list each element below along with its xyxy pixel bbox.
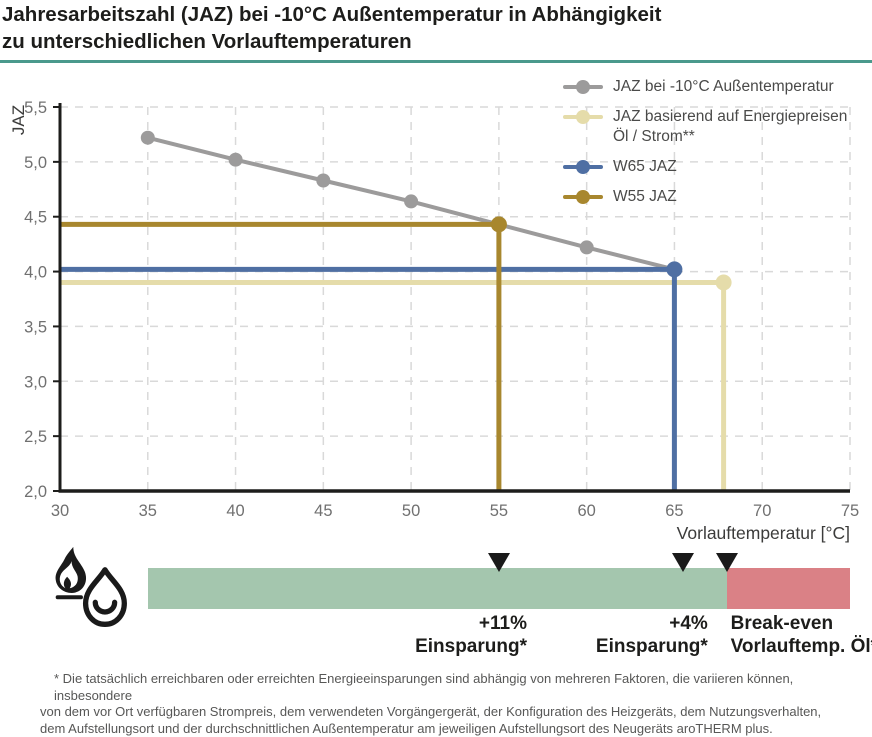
y-tick-label: 5,0 <box>24 154 47 172</box>
drop-smile <box>92 599 118 615</box>
legend-item-2: W65 JAZ <box>563 157 847 177</box>
series-2-dot <box>666 261 683 278</box>
x-axis-label: Vorlauftemperatur [°C] <box>676 523 850 543</box>
savings-zone <box>147 568 728 609</box>
y-axis-label: JAZ <box>9 104 28 136</box>
x-tick-label: 30 <box>51 502 69 520</box>
oil-drop <box>82 567 127 627</box>
legend-label: JAZ basierend auf Energiepreisen Öl / Str… <box>613 108 848 145</box>
series-0-dot <box>228 152 243 167</box>
bar-label-line: Einsparung* <box>415 636 527 657</box>
y-tick-label: 2,5 <box>24 428 47 446</box>
title-divider <box>0 60 872 63</box>
y-tick-label: 3,0 <box>24 373 47 391</box>
bar-label-2: Break-even Vorlauftemp. Öl* <box>731 612 872 658</box>
series-2 <box>60 266 677 491</box>
x-tick-label: 65 <box>665 502 683 520</box>
y-tick-label: 4,5 <box>24 209 47 227</box>
bar-label-0: +11% Einsparung* <box>415 612 527 658</box>
series-0-dot <box>316 173 331 188</box>
y-tick-label: 3,5 <box>24 318 47 336</box>
series-3 <box>60 221 502 491</box>
legend-label: W65 JAZ <box>613 158 677 175</box>
legend-label: JAZ bei -10°C Außentemperatur <box>613 78 834 95</box>
page-title-line2: zu unterschiedlichen Vorlauftemperaturen <box>2 30 412 53</box>
footnote: * Die tatsächlich erreichbaren oder erre… <box>40 671 872 737</box>
page-title: Jahresarbeitszahl (JAZ) bei -10°C Außent… <box>2 1 661 55</box>
burner-line <box>55 595 83 600</box>
page-title-line1: Jahresarbeitszahl (JAZ) bei -10°C Außent… <box>2 3 662 26</box>
break-even-zone <box>727 568 850 609</box>
legend-marker <box>563 187 603 207</box>
y-tick-label: 4,0 <box>24 264 47 282</box>
marker-triangle-2 <box>716 553 739 572</box>
series-0-dot <box>404 194 419 209</box>
legend: JAZ bei -10°C Außentemperatur JAZ basiere… <box>563 77 847 217</box>
bar-label-line: Break-even <box>730 613 834 634</box>
legend-label: W55 JAZ <box>613 188 677 205</box>
marker-triangle-0 <box>487 553 510 572</box>
footnote-line: dem Aufstellungsort und der durchschnitt… <box>40 720 773 736</box>
x-tick-label: 45 <box>314 502 332 520</box>
series-0-dot <box>140 130 155 145</box>
legend-item-3: W55 JAZ <box>563 187 847 207</box>
x-tick-label: 75 <box>841 502 859 520</box>
legend-item-1: JAZ basierend auf Energiepreisen Öl / Str… <box>563 107 847 147</box>
bar-label-1: +4% Einsparung* <box>596 612 708 658</box>
footnote-line: von dem vor Ort verfügbaren Strompreis, … <box>40 704 822 719</box>
bar-label-line: Einsparung* <box>595 636 708 657</box>
series-3-dot <box>490 216 507 233</box>
footnote-line: * Die tatsächlich erreichbaren oder erre… <box>54 671 794 703</box>
x-tick-label: 50 <box>402 502 420 520</box>
series-1-dot <box>715 274 732 291</box>
chart-svg: 2,0 2,5 3,0 3,5 4,0 4,5 5,0 5,5 30 35 40 45 50 55 60 65… <box>24 99 859 520</box>
legend-item-0: JAZ bei -10°C Außentemperatur <box>563 77 847 97</box>
flame-inner <box>59 560 78 589</box>
x-tick-label: 70 <box>753 502 771 520</box>
series-1 <box>60 280 727 491</box>
x-tick-label: 60 <box>577 502 595 520</box>
marker-triangle-1 <box>672 553 695 572</box>
oil-flame-icon <box>46 542 134 638</box>
y-tick-label: 5,5 <box>24 99 47 117</box>
legend-marker <box>563 77 603 97</box>
y-tick-label: 2,0 <box>24 483 47 501</box>
bar-label-line: +11% <box>478 613 527 634</box>
legend-marker <box>563 107 603 127</box>
bar-label-line: Vorlauftemp. Öl* <box>730 636 872 657</box>
x-tick-label: 35 <box>139 502 157 520</box>
x-tick-label: 40 <box>226 502 244 520</box>
legend-marker <box>563 157 603 177</box>
bar-label-line: +4% <box>669 613 708 634</box>
x-tick-label: 55 <box>490 502 508 520</box>
series-0-dot <box>579 240 594 255</box>
